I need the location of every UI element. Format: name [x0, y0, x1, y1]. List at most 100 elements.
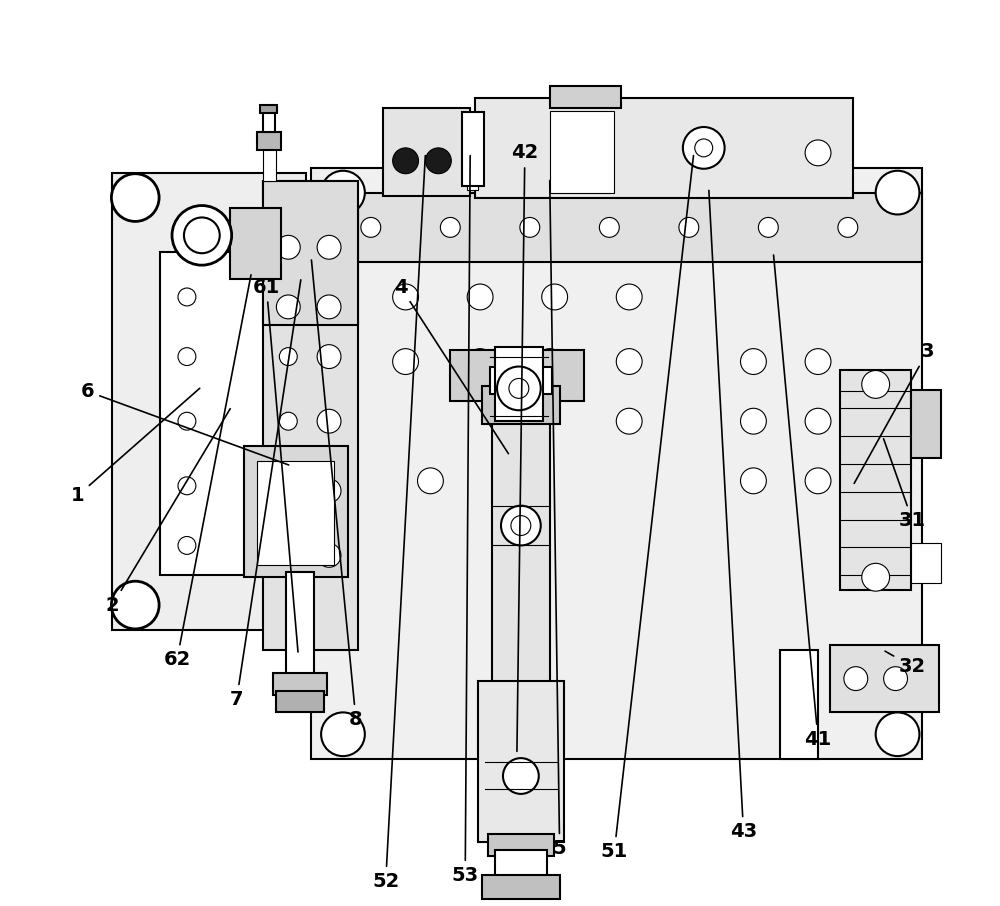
Bar — [465, 118, 480, 179]
Circle shape — [599, 217, 619, 237]
Circle shape — [503, 758, 539, 794]
Bar — [260, 105, 277, 113]
Circle shape — [178, 536, 196, 554]
Bar — [840, 370, 911, 590]
Bar — [286, 573, 314, 680]
Circle shape — [616, 284, 642, 310]
Text: 43: 43 — [709, 190, 757, 841]
Bar — [911, 390, 941, 458]
Text: 32: 32 — [885, 651, 926, 676]
Text: 61: 61 — [253, 277, 298, 652]
Circle shape — [616, 409, 642, 434]
Circle shape — [317, 410, 341, 433]
Bar — [478, 680, 564, 842]
Circle shape — [178, 288, 196, 306]
Circle shape — [321, 712, 365, 757]
Bar — [263, 111, 275, 132]
Circle shape — [467, 349, 493, 374]
Bar — [488, 834, 554, 855]
Circle shape — [616, 349, 642, 374]
Text: 4: 4 — [394, 277, 508, 454]
Circle shape — [805, 140, 831, 166]
Text: 6: 6 — [81, 382, 289, 465]
Bar — [780, 650, 818, 759]
Circle shape — [838, 217, 858, 237]
Circle shape — [178, 412, 196, 430]
Circle shape — [862, 371, 890, 399]
Circle shape — [542, 284, 568, 310]
Circle shape — [279, 546, 297, 564]
Circle shape — [884, 667, 907, 690]
Circle shape — [361, 217, 381, 237]
Bar — [492, 354, 550, 715]
Bar — [462, 112, 484, 186]
Text: 51: 51 — [601, 156, 693, 861]
Bar — [830, 645, 939, 712]
Text: 8: 8 — [311, 260, 363, 728]
Circle shape — [321, 170, 365, 215]
Text: 2: 2 — [106, 409, 230, 614]
Circle shape — [317, 344, 341, 369]
Circle shape — [440, 217, 460, 237]
Circle shape — [509, 379, 529, 399]
Bar — [550, 86, 621, 108]
Circle shape — [876, 170, 919, 215]
Circle shape — [111, 582, 159, 629]
Circle shape — [317, 479, 341, 503]
Bar — [490, 367, 552, 394]
Circle shape — [317, 236, 341, 259]
Bar — [273, 672, 327, 695]
Circle shape — [862, 564, 890, 591]
Bar — [257, 132, 281, 149]
Bar — [495, 347, 543, 421]
Bar — [550, 111, 614, 193]
Text: 7: 7 — [230, 280, 301, 709]
Bar — [112, 173, 306, 630]
Circle shape — [184, 217, 220, 254]
Bar — [507, 705, 535, 892]
Text: 41: 41 — [774, 255, 832, 748]
Circle shape — [497, 367, 541, 410]
Bar — [482, 875, 560, 900]
Circle shape — [279, 482, 297, 500]
Text: 5: 5 — [550, 180, 566, 858]
Circle shape — [805, 349, 831, 374]
Text: 53: 53 — [452, 156, 479, 885]
Circle shape — [537, 349, 563, 374]
Circle shape — [844, 667, 868, 690]
Circle shape — [741, 467, 766, 494]
Circle shape — [317, 544, 341, 567]
Circle shape — [683, 127, 725, 169]
Circle shape — [741, 409, 766, 434]
Text: 31: 31 — [884, 439, 926, 530]
Bar — [311, 168, 922, 759]
Circle shape — [501, 506, 541, 545]
Bar — [160, 252, 277, 575]
Text: 42: 42 — [511, 143, 538, 751]
Bar — [495, 850, 547, 880]
Circle shape — [876, 712, 919, 757]
Bar — [263, 180, 358, 324]
Bar — [467, 174, 478, 189]
Circle shape — [279, 348, 297, 365]
Bar — [450, 350, 584, 401]
Circle shape — [425, 148, 451, 174]
Text: 62: 62 — [163, 275, 251, 670]
Circle shape — [741, 349, 766, 374]
Circle shape — [805, 467, 831, 494]
Circle shape — [178, 477, 196, 495]
Bar — [311, 193, 922, 262]
Bar — [383, 108, 470, 196]
Circle shape — [805, 409, 831, 434]
Bar — [911, 544, 941, 583]
Circle shape — [511, 516, 531, 535]
Circle shape — [679, 217, 699, 237]
Text: 3: 3 — [854, 342, 934, 484]
Circle shape — [279, 412, 297, 430]
Bar — [263, 146, 276, 180]
Bar — [263, 180, 358, 650]
Circle shape — [111, 174, 159, 221]
Circle shape — [172, 206, 232, 265]
Bar — [230, 207, 281, 279]
Text: 52: 52 — [372, 156, 425, 891]
